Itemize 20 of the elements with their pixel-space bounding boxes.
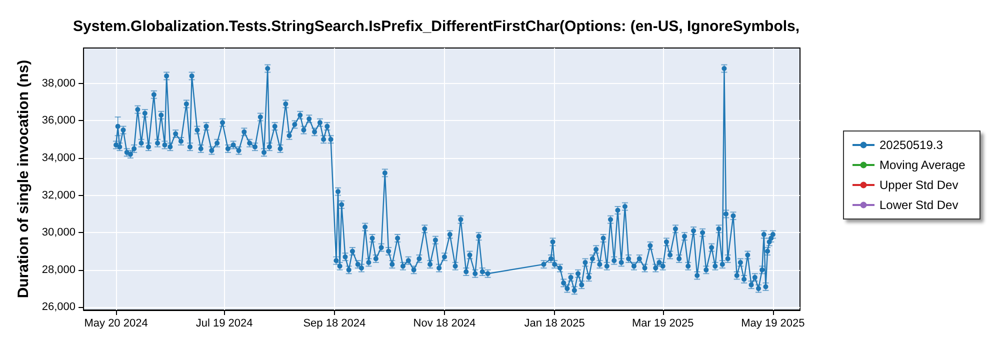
legend-label: 20250519.3: [880, 138, 944, 152]
x-tick-label: Jul 19 2024: [196, 318, 253, 330]
x-tick-label: May 19 2025: [741, 318, 805, 330]
y-tick-label: 28,000: [42, 264, 76, 276]
y-tick-label: 30,000: [42, 226, 76, 239]
y-tick-label: 34,000: [42, 152, 76, 164]
x-tick-label: Mar 19 2025: [632, 318, 694, 330]
y-tick-label: 38,000: [42, 77, 76, 90]
legend-label: Moving Average: [880, 158, 966, 172]
x-tick-label: May 20 2024: [84, 318, 148, 330]
x-tick-label: Jan 18 2025: [524, 318, 585, 330]
y-axis-title: Duration of single invocation (ns): [15, 60, 32, 298]
y-tick-label: 32,000: [42, 189, 76, 202]
y-tick-label: 36,000: [42, 114, 76, 127]
chart-title: System.Globalization.Tests.StringSearch.IsPrefix_DifferentFirstChar(Options: (en-US, IgnoreSymbols,: [73, 18, 800, 35]
x-tick-label: Sep 18 2024: [303, 318, 366, 330]
legend-label: Lower Std Dev: [880, 198, 958, 212]
y-tick-label: 26,000: [42, 301, 76, 314]
x-tick-label: Nov 18 2024: [413, 318, 476, 330]
legend-label: Upper Std Dev: [880, 178, 958, 192]
